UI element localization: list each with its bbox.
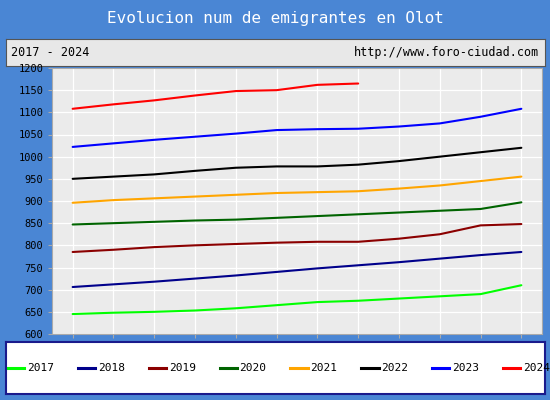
Text: Evolucion num de emigrantes en Olot: Evolucion num de emigrantes en Olot	[107, 12, 443, 26]
Text: 2019: 2019	[169, 363, 196, 373]
Text: 2021: 2021	[310, 363, 337, 373]
Text: 2023: 2023	[452, 363, 479, 373]
Text: 2020: 2020	[240, 363, 267, 373]
Text: 2018: 2018	[98, 363, 125, 373]
Text: http://www.foro-ciudad.com: http://www.foro-ciudad.com	[354, 46, 539, 59]
Text: 2017: 2017	[27, 363, 54, 373]
Text: 2022: 2022	[381, 363, 408, 373]
Text: 2024: 2024	[523, 363, 550, 373]
Text: 2017 - 2024: 2017 - 2024	[11, 46, 89, 59]
